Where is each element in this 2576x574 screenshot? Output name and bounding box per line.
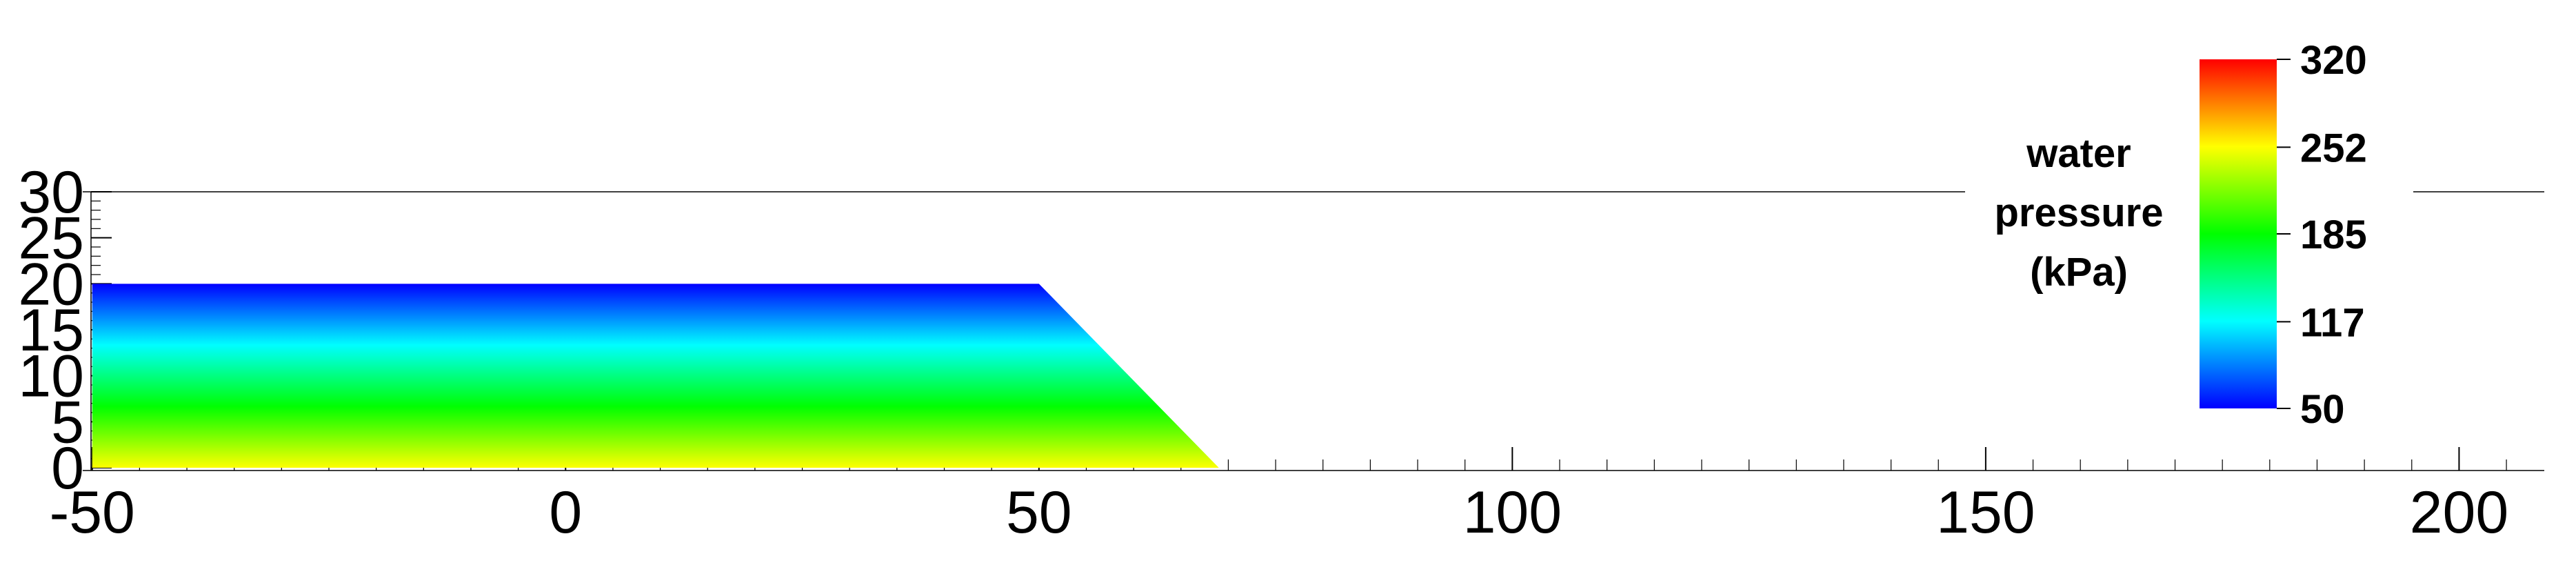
y-tick-label: 30 [18,159,84,226]
y-tick-label: 5 [51,389,84,455]
y-tick-label: 10 [18,344,84,410]
x-tick-label: 100 [1463,479,1562,546]
colorbar-swatch [2200,59,2277,408]
pressure-field [92,284,1219,468]
pressure-field-polygon [92,284,1219,468]
colorbar-tick-label: 117 [2300,300,2365,345]
colorbar-title-line: pressure [1994,190,2163,235]
colorbar-title-line: (kPa) [2030,250,2128,295]
colorbar: 320 252 185 117 50 water pressure (kPa) [1965,38,2413,432]
x-tick-label: 0 [549,479,582,546]
colorbar-backdrop [1965,145,2413,241]
x-tick-label: 200 [2410,479,2509,546]
y-tick-label: 25 [18,206,84,272]
colorbar-tick-label: 50 [2300,387,2345,432]
x-tick-label: -50 [50,479,135,546]
colorbar-tick-label: 252 [2300,126,2367,170]
colorbar-tick-label: 185 [2300,212,2367,257]
y-tick-label: 20 [18,251,84,317]
colorbar-tick-label: 320 [2300,38,2367,83]
x-tick-label: 150 [1936,479,2035,546]
x-tick-label: 50 [1006,479,1072,546]
y-tick-label: 15 [18,297,84,364]
y-tick-label: 0 [51,435,84,502]
colorbar-title-line: water [2026,131,2131,176]
